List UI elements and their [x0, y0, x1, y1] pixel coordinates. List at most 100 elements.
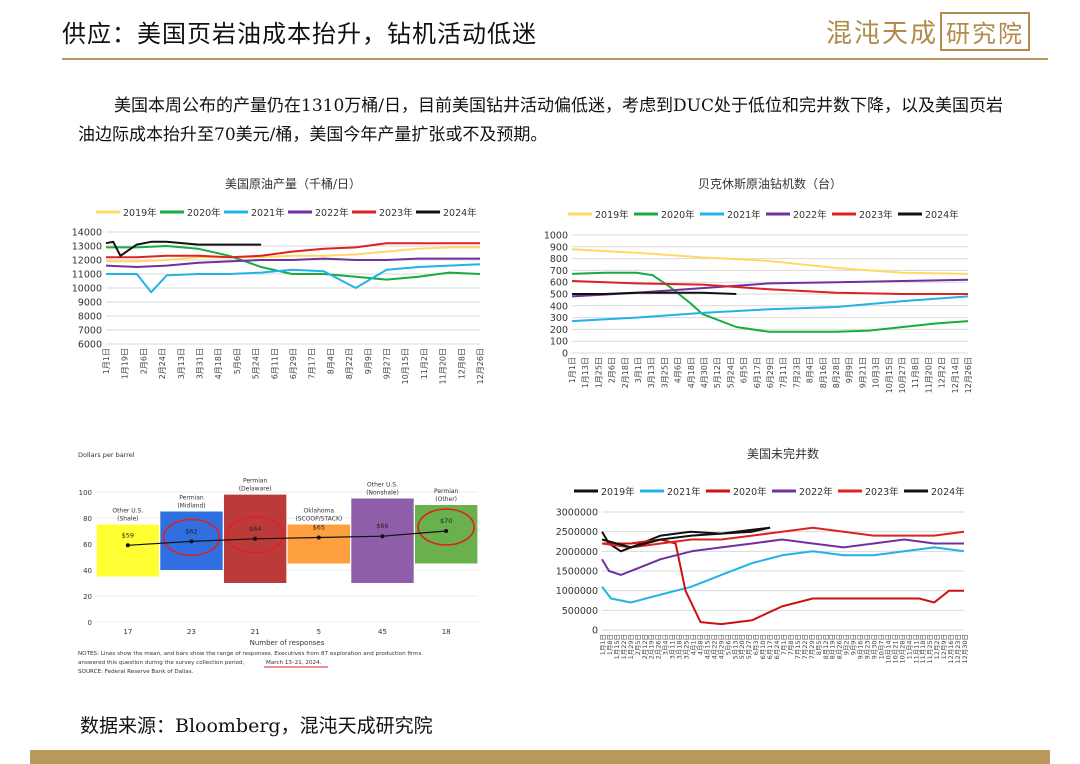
- legend-label: 2022年: [315, 207, 349, 219]
- y-tick-label: 7000: [78, 326, 102, 337]
- y-tick-label: 14000: [72, 228, 102, 239]
- mean-line: [127, 530, 447, 546]
- x-tick-label: 5: [317, 628, 321, 636]
- x-tick-label: 12月8日: [457, 348, 466, 379]
- mean-point: [316, 535, 321, 540]
- series-line-2021年: [571, 295, 969, 323]
- x-tick-label: 7月23日: [792, 357, 801, 388]
- x-tick-label: 1月15日: [613, 634, 621, 659]
- legend-label: 2022年: [793, 209, 827, 221]
- x-tick-label: 3月18日: [676, 634, 684, 659]
- x-tick-label: 2月26日: [655, 634, 663, 659]
- bar-label: Permian: [434, 488, 459, 495]
- x-tick-label: 6月11日: [270, 348, 279, 379]
- mean-label: $66: [376, 522, 388, 530]
- x-tick-label: 11月25日: [926, 634, 934, 664]
- x-tick-label: 11月2日: [420, 348, 429, 379]
- x-tick-label: 4月22日: [710, 634, 718, 659]
- y-tick-label: 100: [550, 337, 568, 348]
- x-tick-label: 17: [123, 628, 132, 636]
- x-tick-label: 7月1日: [780, 634, 788, 655]
- x-tick-label: 3月11日: [669, 634, 677, 659]
- x-tick-label: 10月21日: [891, 634, 899, 664]
- y-tick-label: 600: [550, 278, 568, 289]
- legend-label: 2023年: [859, 209, 893, 221]
- y-tick-label: 300: [550, 313, 568, 324]
- x-tick-label: 6月10日: [759, 634, 767, 659]
- x-tick-label: 11月20日: [924, 357, 933, 393]
- x-tick-label: 2月6日: [608, 357, 617, 383]
- x-tick-label: 11月8日: [911, 357, 920, 388]
- highlight-circle: [162, 518, 221, 557]
- mean-label: $64: [249, 525, 261, 533]
- x-tick-label: 3月13日: [177, 348, 186, 379]
- x-tick-label: 6月3日: [752, 634, 760, 655]
- x-tick-label: 6月17日: [766, 634, 774, 659]
- series-line-2024年: [572, 291, 737, 295]
- bar-label: Permian: [243, 478, 268, 485]
- x-tick-label: 12月26日: [476, 348, 485, 384]
- y-tick-label: 1000000: [556, 586, 598, 597]
- x-tick-label: 6月29日: [289, 348, 298, 379]
- y-tick-label: 1500000: [556, 567, 598, 578]
- series-line-2022年: [105, 257, 480, 268]
- x-tick-label: 4月29日: [717, 634, 725, 659]
- series-line-2024年: [105, 240, 262, 257]
- header-divider: [62, 58, 1048, 60]
- x-tick-label: 2月19日: [648, 634, 656, 659]
- series-line-2020年: [106, 245, 481, 281]
- bar-label: Permian: [179, 495, 204, 502]
- chart-note-line: answered this question during the survey…: [78, 660, 245, 666]
- y-tick-label: 0: [592, 626, 598, 637]
- x-tick-label: 1月13日: [581, 357, 590, 388]
- legend-label: 2019年: [601, 486, 635, 498]
- y-tick-label: 3000000: [556, 508, 598, 519]
- series-line-2019年: [601, 526, 771, 553]
- legend-label: 2024年: [925, 209, 959, 221]
- mean-point: [380, 534, 385, 539]
- x-tick-label: 8月22日: [345, 348, 354, 379]
- mean-point: [444, 529, 449, 533]
- series-line-2023年: [601, 526, 965, 549]
- x-tick-label: 5月24日: [252, 348, 261, 379]
- legend-label: 2019年: [123, 207, 157, 219]
- bar-label: Oklahoma: [304, 508, 335, 515]
- x-tick-label: 10月27日: [898, 357, 907, 393]
- summary-paragraph: 美国本周公布的产量仍在1310万桶/日，目前美国钻井活动偏低迷，考虑到DUC处于…: [78, 96, 1003, 145]
- y-tick-label: 800: [550, 254, 568, 265]
- x-tick-label: 4月18日: [687, 357, 696, 388]
- legend-label: 2023年: [865, 486, 899, 498]
- series-line-2020年: [602, 538, 964, 626]
- brand-logo: 混沌天成 研究院: [826, 12, 1031, 51]
- x-tick-label: 6月17日: [753, 357, 762, 388]
- legend-label: 2021年: [727, 209, 761, 221]
- x-tick-label: 9月9日: [850, 634, 858, 655]
- x-tick-label: 12月30日: [961, 634, 969, 664]
- series-line-2021年: [106, 263, 481, 294]
- x-tick-label: 45: [378, 628, 387, 636]
- x-tick-label: 3月1日: [634, 357, 643, 383]
- x-tick-label: 4月15日: [703, 634, 711, 659]
- x-tick-label: 3月13日: [647, 357, 656, 388]
- y-tick-label: 60: [83, 541, 92, 549]
- x-tick-label: 7月17日: [308, 348, 317, 379]
- legend-label: 2022年: [799, 486, 833, 498]
- mean-point: [125, 543, 130, 548]
- x-tick-label: 10月14日: [884, 634, 892, 664]
- x-tick-label: 8月12日: [822, 634, 830, 659]
- x-tick-label: 12月23日: [954, 634, 962, 664]
- range-bar: [287, 524, 351, 564]
- chart-title: 美国未完井数: [747, 446, 819, 461]
- x-tick-label: 2月5日: [634, 634, 642, 655]
- mean-point: [189, 539, 194, 544]
- bar-label: (SCOOP/STACK): [295, 516, 342, 523]
- x-tick-label: 10月15日: [885, 357, 894, 393]
- x-tick-label: 12月2日: [938, 357, 947, 388]
- series-line-2024年: [601, 526, 771, 549]
- legend-label: 2019年: [595, 209, 629, 221]
- chart-title: 贝克休斯原油钻机数（台）: [698, 176, 842, 191]
- x-tick-label: 8月28日: [832, 357, 841, 388]
- x-tick-label: 12月26日: [964, 357, 973, 393]
- x-tick-label: 12月9日: [940, 634, 948, 659]
- x-tick-label: 7月29日: [808, 634, 816, 659]
